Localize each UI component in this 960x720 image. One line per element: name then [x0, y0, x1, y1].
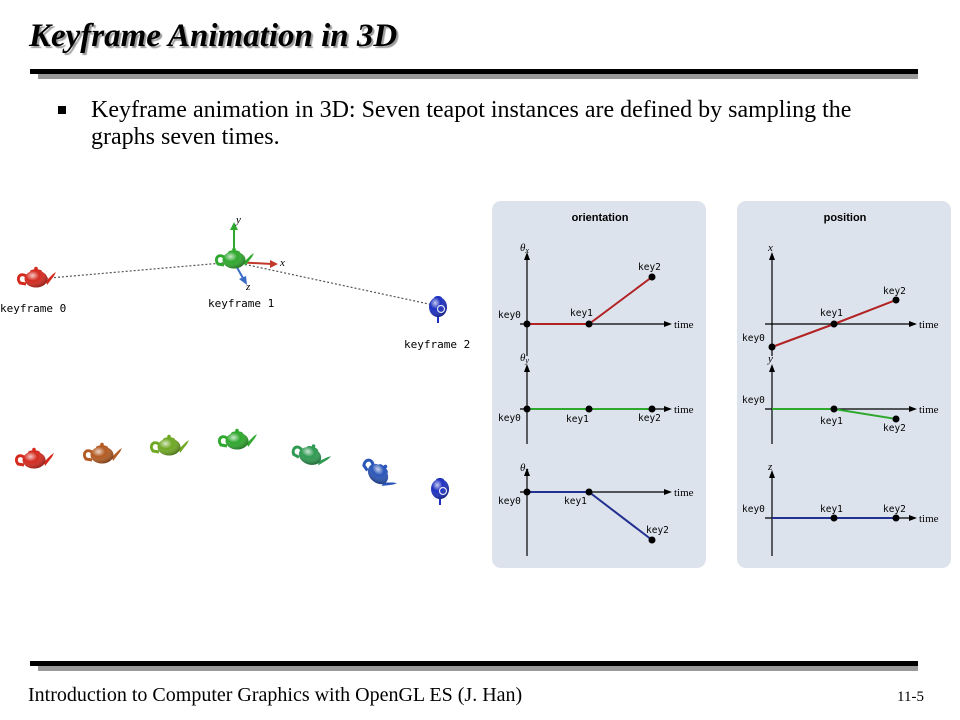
key2-label: key2	[883, 504, 906, 515]
slide-title: Keyframe Animation in 3D	[29, 18, 398, 54]
key2-label: key2	[883, 286, 906, 297]
sampled-teapots	[14, 427, 450, 506]
key2-label: key2	[883, 423, 906, 434]
keyframe-1-label: keyframe 1	[208, 297, 274, 310]
key1-label: key1	[820, 308, 843, 319]
key1-label: key1	[566, 414, 589, 425]
title-rule	[30, 69, 918, 79]
time-label: time	[674, 487, 694, 499]
sampled-teapot-7	[430, 477, 450, 506]
time-label: time	[674, 319, 694, 331]
keyframe-2-teapot	[428, 295, 448, 324]
key0-label: key0	[498, 413, 521, 424]
keyframe-0-label: keyframe 0	[0, 302, 66, 315]
y-axis-label: y	[767, 353, 773, 365]
time-label: time	[674, 404, 694, 416]
key2-label: key2	[638, 413, 661, 424]
keyframe-2-label: keyframe 2	[404, 338, 470, 351]
theta-y-graph: θy time key0 key1 key2	[498, 352, 694, 444]
theta-x-axis-label: θx	[520, 242, 529, 255]
key1-label: key1	[564, 496, 587, 507]
theta-z-axis-label: θz	[520, 462, 529, 475]
key1-label: key1	[570, 308, 593, 319]
sampled-teapot-3	[149, 433, 191, 457]
sampled-teapot-1	[14, 446, 56, 470]
time-label: time	[919, 513, 939, 525]
position-x-graph: x time key0 key1 key2	[742, 242, 939, 356]
footer-text: Introduction to Computer Graphics with O…	[28, 684, 523, 706]
key0-label: key0	[742, 395, 765, 406]
time-label: time	[919, 319, 939, 331]
key0-label: key0	[742, 333, 765, 344]
theta-y-axis-label: θy	[520, 352, 529, 365]
key1-label: key1	[820, 416, 843, 427]
position-z-graph: z time key0 key1 key2	[742, 461, 939, 556]
square-bullet-icon	[58, 106, 66, 114]
position-panel-title: position	[824, 212, 867, 224]
bullet-text: Keyframe animation in 3D: Seven teapot i…	[91, 97, 852, 150]
bullet-item: Keyframe animation in 3D: Seven teapot i…	[58, 97, 918, 151]
orientation-panel-title: orientation	[572, 212, 629, 224]
x-axis-label: x	[279, 257, 285, 269]
key0-label: key0	[742, 504, 765, 515]
keyframe-figure: y x z keyframe 0 keyframe 1 keyframe 2 o…	[0, 201, 951, 568]
position-y-graph: y time key0 key1 key2	[742, 353, 939, 444]
theta-z-graph: θz time key0 key1 key2	[498, 462, 694, 556]
key2-label: key2	[638, 262, 661, 273]
footer-rule	[30, 661, 918, 671]
y-axis-label: y	[235, 214, 241, 226]
time-label: time	[919, 404, 939, 416]
key0-label: key0	[498, 310, 521, 321]
sampled-teapot-2	[82, 441, 124, 465]
orientation-panel: orientation θx time key0 key1 key2 θy ti…	[492, 201, 706, 568]
keyframe-0-teapot	[16, 265, 58, 289]
theta-x-graph: θx time key0 key1 key2	[498, 242, 694, 356]
key1-label: key1	[820, 504, 843, 515]
key0-label: key0	[498, 496, 521, 507]
keyframe-1-teapot	[214, 246, 256, 270]
x-axis-label: x	[767, 242, 773, 254]
key2-label: key2	[646, 525, 669, 536]
sampled-teapot-4	[217, 427, 259, 451]
sampled-teapot-5	[289, 436, 335, 473]
sampled-teapot-6	[358, 451, 403, 496]
page-number: 11-5	[897, 689, 924, 705]
position-panel: position x time key0 key1 key2 y time ke…	[737, 201, 951, 568]
z-axis-label: z	[245, 281, 251, 293]
z-axis-label: z	[767, 461, 773, 473]
